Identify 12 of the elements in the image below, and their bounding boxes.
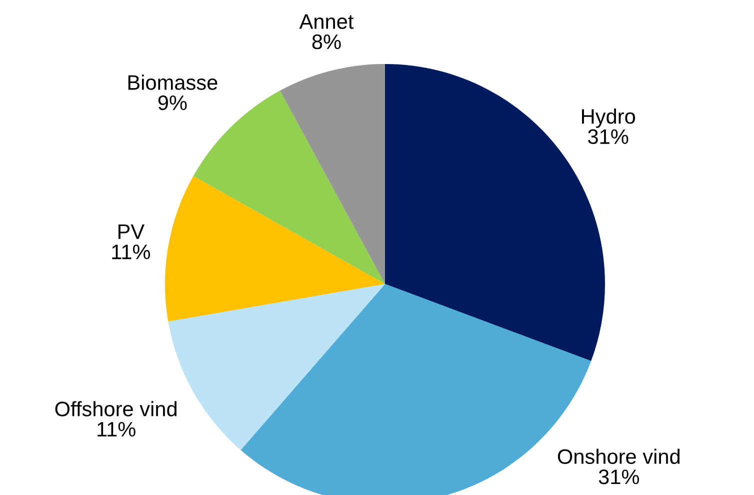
data-label: 31%	[598, 469, 640, 484]
slice-label: Offshore vind	[55, 401, 177, 416]
slice-label: Annet	[299, 14, 354, 29]
data-label: 11%	[112, 244, 150, 260]
slice-label: PV	[118, 224, 144, 239]
data-label: 11%	[98, 422, 136, 437]
slice-label: Hydro	[582, 108, 636, 128]
data-label: 31%	[588, 129, 628, 144]
data-label: 8%	[312, 34, 341, 50]
slice-label: Biomasse	[128, 74, 218, 90]
data-label: 9%	[158, 95, 187, 110]
slice-label: Onshore vind	[558, 448, 680, 464]
